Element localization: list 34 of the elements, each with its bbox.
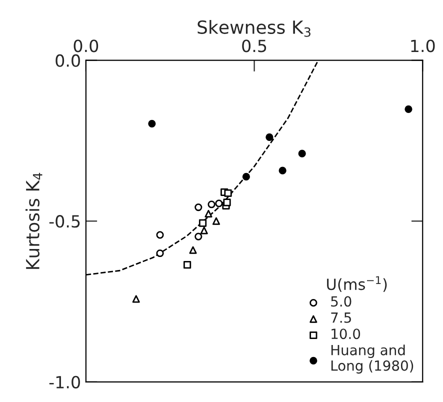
point <box>194 203 202 212</box>
point <box>156 231 164 239</box>
point <box>298 150 306 158</box>
point <box>278 166 286 174</box>
point <box>204 210 212 218</box>
point <box>404 105 412 113</box>
legend-label: 10.0 <box>332 328 360 340</box>
y-tick-label: -0.5 <box>49 215 80 228</box>
point <box>266 133 274 141</box>
point <box>223 198 231 206</box>
point <box>242 172 250 181</box>
legend-label: Huang and Long (1980) <box>331 344 414 374</box>
x-tick-label: 1.0 <box>411 40 435 52</box>
x-tick-label: 0.5 <box>242 40 266 52</box>
legend-label: 7.5 <box>331 312 351 323</box>
point <box>132 295 140 303</box>
y-tick-label: -1.0 <box>49 376 80 388</box>
point <box>208 200 216 208</box>
x-tick-label: 0.0 <box>74 40 98 52</box>
legend-label: 5.0 <box>331 296 352 307</box>
point <box>148 120 156 128</box>
point <box>212 217 220 225</box>
point <box>200 226 208 234</box>
legend-title: U(ms$^{−1}$) <box>327 276 387 292</box>
point <box>194 232 202 240</box>
y-tick-label: 0.0 <box>56 54 80 67</box>
point <box>224 189 232 197</box>
point <box>156 249 164 258</box>
x-axis-title: Skewness K$_{3}$ <box>198 20 310 37</box>
y-axis-title: Kurtosis K$_{4}$ <box>26 172 42 269</box>
point <box>183 261 192 269</box>
point <box>215 200 223 208</box>
point <box>189 246 197 254</box>
point <box>198 219 207 227</box>
